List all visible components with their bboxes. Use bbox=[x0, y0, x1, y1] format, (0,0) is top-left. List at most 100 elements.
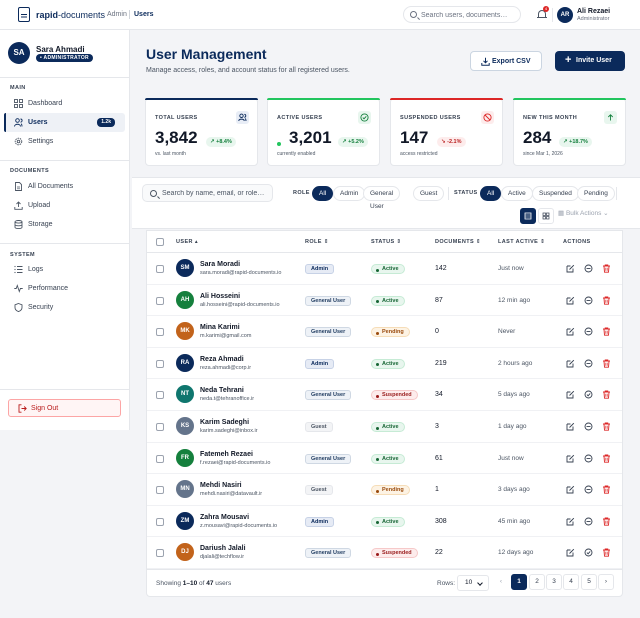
column-header-last-active[interactable]: LAST ACTIVE ⇕ bbox=[498, 239, 546, 245]
page-button-5[interactable]: 5 bbox=[581, 574, 597, 590]
export-csv-button[interactable]: Export CSV bbox=[470, 51, 542, 71]
role-chip-guest[interactable]: Guest bbox=[413, 186, 445, 201]
table-row[interactable]: NT Neda Tehrani neda.t@tehranoffice.ir Gene… bbox=[147, 379, 622, 411]
sidebar-item-performance[interactable]: Performance bbox=[4, 279, 125, 298]
rows-per-page-select[interactable]: 10 bbox=[457, 575, 489, 591]
activate-user-button[interactable] bbox=[584, 548, 593, 557]
edit-user-button[interactable] bbox=[566, 327, 575, 336]
current-user-avatar[interactable]: AR bbox=[557, 7, 573, 23]
sidebar-item-logs[interactable]: Logs bbox=[4, 260, 125, 279]
sidebar-item-security[interactable]: Security bbox=[4, 298, 125, 317]
status-chip-suspended[interactable]: Suspended bbox=[532, 186, 579, 201]
current-user-name[interactable]: Ali Rezaei bbox=[577, 8, 611, 15]
role-chip-admin[interactable]: Admin bbox=[333, 186, 366, 201]
row-checkbox[interactable] bbox=[156, 359, 164, 368]
brand-name[interactable]: rapid-documents bbox=[36, 10, 106, 20]
user-search-input[interactable] bbox=[162, 188, 270, 199]
suspend-user-button[interactable] bbox=[584, 296, 593, 305]
table-row[interactable]: MK Mina Karimi m.karimi@gmail.com General U… bbox=[147, 316, 622, 348]
next-page-button[interactable]: › bbox=[598, 574, 614, 590]
column-header-role[interactable]: ROLE ⇕ bbox=[305, 239, 329, 245]
edit-user-button[interactable] bbox=[566, 485, 575, 494]
row-checkbox[interactable] bbox=[156, 454, 164, 463]
table-row[interactable]: KS Karim Sadeghi karim.sadeghi@inbox.ir Gue… bbox=[147, 411, 622, 443]
table-row[interactable]: SM Sara Moradi sara.moradi@rapid-documents… bbox=[147, 253, 622, 285]
page-button-3[interactable]: 3 bbox=[546, 574, 562, 590]
user-search[interactable] bbox=[142, 184, 273, 202]
page-button-1[interactable]: 1 bbox=[511, 574, 527, 590]
edit-user-button[interactable] bbox=[566, 390, 575, 399]
row-checkbox[interactable] bbox=[156, 549, 164, 558]
grid-view-button[interactable] bbox=[538, 208, 554, 224]
row-checkbox[interactable] bbox=[156, 486, 164, 495]
table-row[interactable]: MN Mehdi Nasiri mehdi.nasiri@datavault.ir G… bbox=[147, 474, 622, 506]
global-search-input[interactable] bbox=[421, 9, 519, 21]
list-view-button[interactable] bbox=[520, 208, 536, 224]
delete-user-button[interactable] bbox=[602, 390, 611, 400]
suspend-user-button[interactable] bbox=[584, 454, 593, 463]
user-name[interactable]: Neda Tehrani bbox=[200, 387, 244, 395]
edit-user-button[interactable] bbox=[566, 296, 575, 305]
role-chip-general-user[interactable]: General User bbox=[363, 186, 401, 210]
user-name[interactable]: Mehdi Nasiri bbox=[200, 482, 242, 490]
row-checkbox[interactable] bbox=[156, 423, 164, 431]
column-header-status[interactable]: STATUS ⇕ bbox=[371, 239, 402, 245]
sidebar-item-dashboard[interactable]: Dashboard bbox=[4, 94, 125, 113]
sidebar-item-all-documents[interactable]: All Documents bbox=[4, 177, 125, 196]
column-header-documents[interactable]: DOCUMENTS ⇕ bbox=[435, 239, 481, 245]
page-button-2[interactable]: 2 bbox=[529, 574, 545, 590]
edit-user-button[interactable] bbox=[566, 359, 575, 368]
delete-user-button[interactable] bbox=[602, 454, 611, 463]
delete-user-button[interactable] bbox=[602, 422, 611, 431]
page-button-4[interactable]: 4 bbox=[563, 574, 579, 590]
row-checkbox[interactable] bbox=[156, 296, 164, 305]
row-checkbox[interactable] bbox=[156, 265, 164, 273]
select-all-checkbox[interactable] bbox=[156, 238, 164, 246]
delete-user-button[interactable] bbox=[602, 264, 611, 273]
row-checkbox[interactable] bbox=[156, 517, 164, 526]
table-row[interactable]: FR Fatemeh Rezaei f.rezaei@rapid-documents… bbox=[147, 443, 622, 475]
status-chip-all[interactable]: All bbox=[480, 186, 502, 201]
user-name[interactable]: Zahra Mousavi bbox=[200, 513, 250, 521]
delete-user-button[interactable] bbox=[602, 359, 611, 368]
user-name[interactable]: Mina Karimi bbox=[200, 324, 240, 332]
sidebar-item-upload[interactable]: Upload bbox=[4, 196, 125, 215]
edit-user-button[interactable] bbox=[566, 454, 575, 463]
user-name[interactable]: Karim Sadeghi bbox=[200, 419, 250, 426]
user-name[interactable]: Dariush Jalali bbox=[200, 545, 246, 553]
user-name[interactable]: Fatemeh Rezaei bbox=[200, 450, 253, 458]
sidebar-item-storage[interactable]: Storage bbox=[4, 215, 125, 234]
table-row[interactable]: AH Ali Hosseini ali.hosseini@rapid-documen… bbox=[147, 285, 622, 317]
user-name[interactable]: Sara Moradi bbox=[200, 261, 241, 268]
column-header-user[interactable]: USER ▴ bbox=[176, 239, 198, 245]
user-name[interactable]: Ali Hosseini bbox=[200, 292, 241, 300]
delete-user-button[interactable] bbox=[602, 548, 611, 558]
delete-user-button[interactable] bbox=[602, 485, 611, 494]
table-row[interactable]: RA Reza Ahmadi reza.ahmadi@corp.ir Admin Act… bbox=[147, 348, 622, 380]
table-row[interactable]: DJ Dariush Jalali djalali@techflow.ir Gener… bbox=[147, 537, 622, 569]
breadcrumb-root[interactable]: Admin bbox=[107, 11, 127, 18]
sidebar-item-settings[interactable]: Settings bbox=[4, 132, 125, 151]
delete-user-button[interactable] bbox=[602, 327, 611, 336]
delete-user-button[interactable] bbox=[602, 296, 611, 305]
suspend-user-button[interactable] bbox=[584, 359, 593, 368]
suspend-user-button[interactable] bbox=[584, 485, 593, 494]
suspend-user-button[interactable] bbox=[584, 327, 593, 336]
status-chip-pending[interactable]: Pending bbox=[577, 186, 615, 201]
suspend-user-button[interactable] bbox=[584, 517, 593, 526]
row-checkbox[interactable] bbox=[156, 328, 164, 337]
edit-user-button[interactable] bbox=[566, 517, 575, 526]
bell-icon[interactable] bbox=[537, 8, 548, 20]
edit-user-button[interactable] bbox=[566, 548, 575, 557]
status-chip-active[interactable]: Active bbox=[501, 186, 533, 201]
invite-user-button[interactable]: + Invite User bbox=[555, 51, 625, 71]
edit-user-button[interactable] bbox=[566, 422, 575, 431]
edit-user-button[interactable] bbox=[566, 264, 575, 273]
global-search[interactable] bbox=[403, 6, 521, 23]
suspend-user-button[interactable] bbox=[584, 264, 593, 273]
suspend-user-button[interactable] bbox=[584, 422, 593, 431]
activate-user-button[interactable] bbox=[584, 390, 593, 399]
sidebar-item-users[interactable]: Users 1.2k bbox=[4, 113, 125, 132]
prev-page-button[interactable]: ‹ bbox=[493, 574, 509, 590]
table-row[interactable]: ZM Zahra Mousavi z.mousavi@rapid-documents… bbox=[147, 506, 622, 538]
